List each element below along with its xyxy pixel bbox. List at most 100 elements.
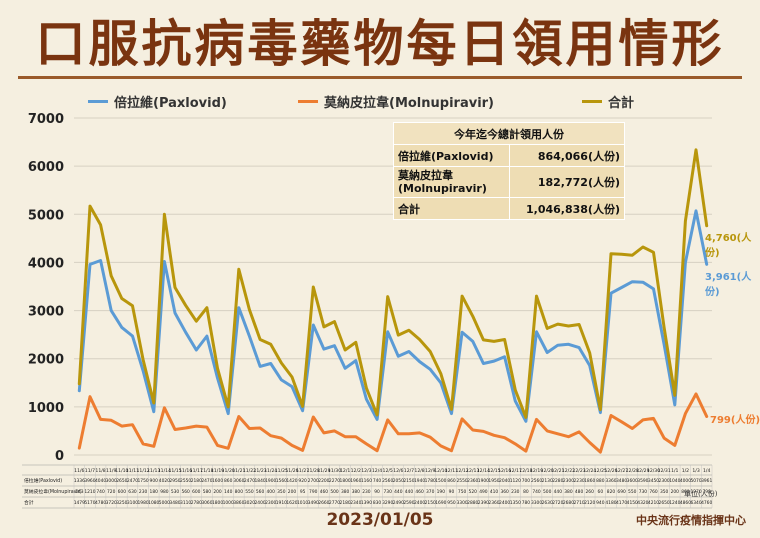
table-cell-value: 440 <box>394 489 403 495</box>
legend-swatch-molnupiravir <box>298 100 318 103</box>
x-tick-label: 12/5 <box>383 468 393 474</box>
table-cell-value: 2130 <box>542 478 553 484</box>
table-cell-value: 730 <box>383 489 392 495</box>
table-cell-value: 2050 <box>393 478 404 484</box>
y-tick-label: 1000 <box>28 401 64 416</box>
table-cell-value: 3360 <box>605 478 616 484</box>
table-cell-value: 1210 <box>84 489 95 495</box>
table-cell-value: 560 <box>181 489 190 495</box>
table-cell-value: 1040 <box>669 478 680 484</box>
x-tick-label: 11/18 <box>200 468 213 474</box>
table-cell-value: 740 <box>373 478 382 484</box>
table-cell-value: 1620 <box>286 500 297 506</box>
x-tick-label: 11/14 <box>158 468 171 474</box>
table-cell-value: 260 <box>586 489 595 495</box>
x-tick-label: 11/30 <box>328 468 341 474</box>
table-cell-value: 2390 <box>478 500 489 506</box>
x-tick-label: 12/9 <box>425 468 435 474</box>
table-cell-value: 190 <box>437 489 446 495</box>
x-tick-label: 12/11 <box>445 468 458 474</box>
report-date: 2023/01/05 <box>326 510 434 530</box>
legend-total: 合計 <box>582 92 634 111</box>
x-tick-label: 12/28 <box>626 468 639 474</box>
table-cell-value: 4320 <box>637 500 648 506</box>
x-tick-label: 11/21 <box>232 468 245 474</box>
x-tick-label: 11/7 <box>85 468 95 474</box>
table-cell-value: 1690 <box>435 500 446 506</box>
table-cell-value: 230 <box>362 489 371 495</box>
table-cell-value: 940 <box>596 500 605 506</box>
x-tick-label: 12/12 <box>455 468 468 474</box>
table-cell-value: 3000 <box>106 478 117 484</box>
table-cell-value: 440 <box>405 489 414 495</box>
x-tick-label: 11/12 <box>136 468 149 474</box>
table-cell-value: 5000 <box>159 500 170 506</box>
table-cell-value: 830 <box>373 500 382 506</box>
table-cell-value: 230 <box>139 489 148 495</box>
x-tick-label: 11/10 <box>115 468 128 474</box>
summary-value: 864,066(人份) <box>509 144 625 167</box>
page-title: 口服抗病毒藥物每日領用情形 <box>35 15 725 73</box>
table-cell-value: 3300 <box>457 500 468 506</box>
legend-label-paxlovid: 倍拉維(Paxlovid) <box>114 96 227 111</box>
table-cell-value: 2780 <box>191 500 202 506</box>
x-tick-label: 11/25 <box>275 468 288 474</box>
table-cell-value: 2360 <box>488 500 499 506</box>
table-cell-value: 200 <box>288 489 297 495</box>
x-tick-label: 12/6 <box>393 468 403 474</box>
table-cell-value: 380 <box>341 489 350 495</box>
table-cell-value: 2400 <box>499 500 510 506</box>
summary-table: 今年迄今總計領用人份 倍拉維(Paxlovid) 864,066(人份) 莫納皮… <box>392 122 625 220</box>
table-cell-value: 630 <box>128 489 137 495</box>
table-cell-value: 1780 <box>425 478 436 484</box>
table-cell-value: 2470 <box>201 478 212 484</box>
table-cell-value: 750 <box>458 489 467 495</box>
table-cell-value: 410 <box>490 489 499 495</box>
table-cell-value: 1980 <box>138 500 149 506</box>
table-cell-value: 2550 <box>180 478 191 484</box>
table-cell-value: 2470 <box>244 478 255 484</box>
table-cell-value: 2150 <box>403 478 414 484</box>
table-row-label: 倍拉維(Paxlovid) <box>24 477 62 484</box>
table-cell-value: 740 <box>96 489 105 495</box>
series-line-molnupiravir <box>77 392 709 454</box>
legend-swatch-paxlovid <box>88 100 108 103</box>
table-cell-value: 2590 <box>403 500 414 506</box>
table-cell-value: 1840 <box>254 478 265 484</box>
table-cell-value: 400 <box>267 489 276 495</box>
table-cell-value: 2280 <box>552 478 563 484</box>
x-tick-label: 12/26 <box>604 468 617 474</box>
table-cell-value: 4170 <box>616 500 627 506</box>
table-cell-value: 1960 <box>350 478 361 484</box>
table-cell-value: 860 <box>224 478 233 484</box>
table-cell-value: 2950 <box>169 478 180 484</box>
x-tick-label: 11/27 <box>296 468 309 474</box>
table-cell-value: 4000 <box>680 478 691 484</box>
table-cell-value: 1120 <box>510 478 521 484</box>
y-tick-label: 4000 <box>28 256 64 271</box>
table-cell-value: 580 <box>203 489 212 495</box>
table-cell-value: 4150 <box>627 500 638 506</box>
table-cell-value: 143 <box>75 489 84 495</box>
x-tick-label: 11/11 <box>126 468 139 474</box>
x-tick-label: 11/23 <box>253 468 266 474</box>
table-cell-value: 490 <box>479 489 488 495</box>
table-cell-value: 550 <box>628 489 637 495</box>
summary-label: 倍拉維(Paxlovid) <box>392 144 511 167</box>
x-tick-label: 11/16 <box>179 468 192 474</box>
table-cell-value: 820 <box>607 489 616 495</box>
table-cell-value: 3300 <box>531 500 542 506</box>
table-cell-value: 1336 <box>74 478 85 484</box>
table-cell-value: 2710 <box>573 500 584 506</box>
table-cell-value: 4210 <box>648 500 659 506</box>
x-tick-label: 12/27 <box>615 468 628 474</box>
table-cell-value: 600 <box>118 489 127 495</box>
legend-label-total: 合計 <box>608 96 635 111</box>
table-cell-value: 440 <box>554 489 563 495</box>
table-cell-value: 3961 <box>701 478 712 484</box>
table-cell-value: 2560 <box>531 478 542 484</box>
table-cell-value: 2470 <box>127 478 138 484</box>
table-cell-value: 799 <box>702 489 711 495</box>
table-cell-value: 1000 <box>223 500 234 506</box>
